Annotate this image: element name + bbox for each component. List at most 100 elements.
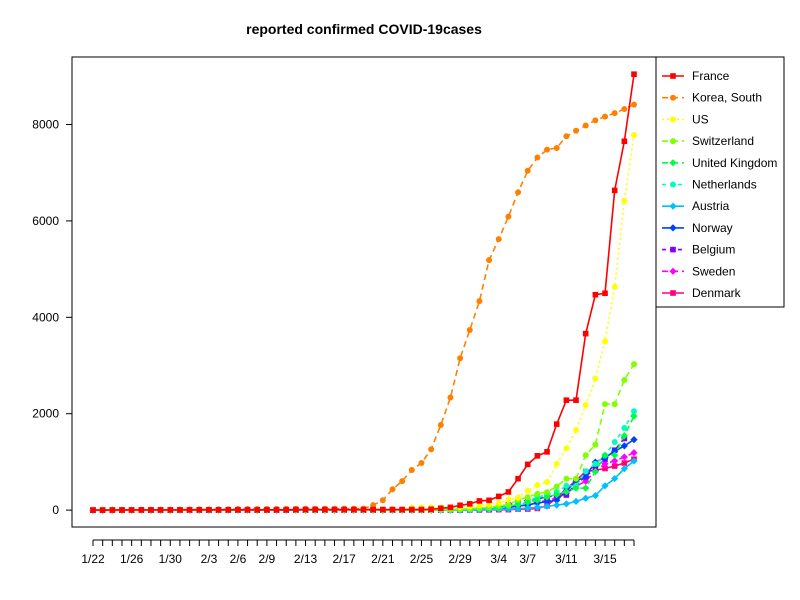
data-point	[592, 117, 599, 124]
data-point	[563, 397, 570, 403]
x-tick-label: 2/9	[259, 552, 276, 566]
data-point	[109, 507, 116, 513]
series-line	[93, 460, 635, 511]
data-point	[379, 497, 386, 504]
legend-swatch-marker	[670, 138, 676, 145]
data-point	[553, 460, 560, 467]
x-axis: 1/22 1/26 1/30 2/3 2/6 2/9 2/13 2/17 2/21 2/25 2/2…	[81, 539, 635, 566]
data-point	[611, 401, 618, 408]
data-point	[591, 468, 599, 476]
data-point	[572, 497, 580, 505]
data-point	[215, 507, 222, 513]
plot-frame	[71, 56, 657, 528]
legend-swatch-marker	[669, 224, 677, 232]
data-point	[476, 498, 483, 504]
data-point	[573, 475, 580, 482]
data-point	[148, 507, 154, 513]
data-point	[505, 501, 512, 508]
data-point	[399, 478, 406, 485]
data-point	[418, 506, 425, 513]
data-point	[514, 500, 522, 509]
data-point	[553, 483, 560, 490]
legend-item-sweden: Sweden	[662, 264, 735, 278]
data-point	[601, 451, 609, 459]
y-tick-label: 6000	[32, 214, 59, 228]
data-point	[495, 236, 502, 243]
data-point	[331, 506, 338, 513]
legend-item-korea-south: Korea, South	[662, 91, 762, 105]
data-point	[631, 131, 637, 138]
data-point	[582, 122, 589, 129]
x-tick-label: 2/17	[332, 552, 356, 566]
series-norway	[89, 436, 638, 514]
data-point	[408, 466, 415, 473]
data-point	[515, 494, 522, 501]
data-point	[437, 505, 444, 512]
data-point	[544, 146, 551, 153]
data-point	[534, 453, 541, 459]
data-point	[592, 375, 599, 382]
data-point	[572, 484, 580, 492]
data-point	[582, 468, 589, 475]
data-point	[533, 503, 541, 512]
y-tick-label: 8000	[32, 117, 59, 131]
x-tick-label: 3/7	[519, 552, 536, 566]
data-point	[524, 461, 531, 468]
data-point	[582, 452, 589, 459]
data-point	[534, 490, 541, 497]
data-point	[389, 506, 396, 513]
data-point	[553, 491, 561, 499]
legend-swatch-marker	[670, 94, 676, 101]
data-point	[621, 197, 628, 204]
x-tick-label: 2/6	[230, 552, 247, 566]
legend-label: Netherlands	[692, 178, 757, 192]
y-tick-label: 4000	[32, 310, 59, 324]
data-point	[351, 506, 357, 513]
data-point	[476, 298, 483, 305]
x-tick-label: 2/25	[410, 552, 434, 566]
legend-swatch-marker	[670, 181, 676, 188]
data-point	[602, 290, 608, 297]
legend-swatch-marker	[670, 116, 676, 123]
legend-label: United Kingdom	[692, 156, 777, 170]
data-point	[533, 496, 541, 504]
series-line	[93, 103, 635, 511]
legend-label: Denmark	[692, 286, 742, 300]
y-tick-label: 2000	[32, 407, 59, 421]
y-axis: 0 2000 4000 6000 8000	[32, 117, 72, 517]
data-point	[602, 338, 609, 345]
data-point	[360, 506, 367, 513]
data-point	[621, 424, 628, 431]
data-point	[428, 446, 435, 453]
data-point	[495, 493, 502, 500]
data-point	[563, 482, 570, 489]
data-point	[631, 71, 637, 78]
data-point	[254, 507, 261, 513]
data-point	[264, 507, 270, 513]
legend-label: Korea, South	[692, 91, 762, 105]
legend-swatch-marker	[670, 73, 676, 79]
data-point	[621, 460, 628, 466]
data-point	[515, 475, 521, 482]
data-point	[621, 106, 628, 113]
data-point	[505, 213, 512, 220]
series-korea-south	[90, 101, 637, 514]
chart-title: reported confirmed COVID-19cases	[246, 21, 482, 37]
data-point	[543, 502, 551, 510]
data-point	[544, 489, 551, 496]
legend-box	[655, 56, 785, 308]
data-point	[620, 442, 628, 450]
data-point	[602, 465, 608, 472]
legend-swatch-marker	[669, 159, 677, 167]
data-point	[447, 504, 454, 511]
x-tick-label: 2/13	[294, 552, 318, 566]
data-point	[225, 507, 232, 513]
legend-label: Switzerland	[692, 134, 754, 148]
series-france	[90, 71, 637, 513]
data-point	[592, 460, 599, 467]
data-point	[177, 507, 183, 513]
legend-label: US	[692, 112, 709, 126]
data-point	[573, 127, 580, 134]
